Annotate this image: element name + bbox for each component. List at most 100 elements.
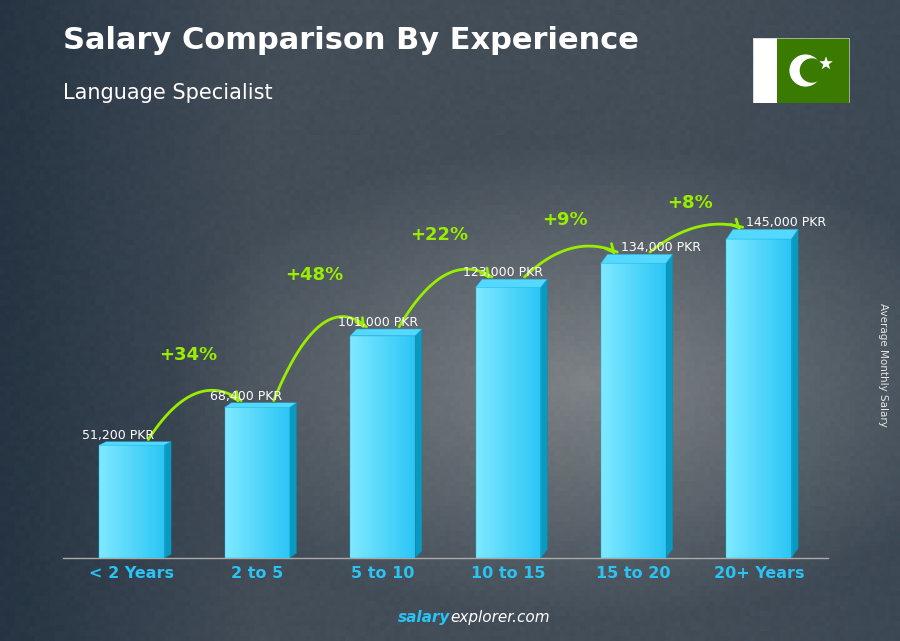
Bar [513, 287, 515, 558]
Bar [247, 407, 248, 558]
Bar [108, 445, 110, 558]
Bar [242, 407, 244, 558]
Bar [761, 239, 763, 558]
Bar [519, 287, 521, 558]
Bar [356, 336, 359, 558]
Bar [640, 263, 643, 558]
Bar [785, 239, 788, 558]
Text: Average Monthly Salary: Average Monthly Salary [878, 303, 887, 428]
Bar [387, 336, 390, 558]
Bar [625, 263, 627, 558]
Bar [777, 239, 778, 558]
Bar [392, 336, 393, 558]
Bar [489, 287, 491, 558]
Bar [638, 263, 640, 558]
Bar [285, 407, 288, 558]
Bar [282, 407, 284, 558]
Bar [102, 445, 104, 558]
Bar [123, 445, 125, 558]
Bar [601, 263, 666, 558]
Bar [407, 336, 409, 558]
Bar [737, 239, 740, 558]
Bar [106, 445, 108, 558]
Bar [538, 287, 541, 558]
Polygon shape [350, 329, 422, 336]
Bar [365, 336, 367, 558]
Text: Language Specialist: Language Specialist [63, 83, 273, 103]
Bar [350, 336, 416, 558]
Bar [257, 407, 259, 558]
Bar [270, 407, 273, 558]
Bar [772, 239, 774, 558]
Bar [726, 239, 792, 558]
Bar [251, 407, 253, 558]
Bar [536, 287, 538, 558]
Bar [498, 287, 500, 558]
Bar [156, 445, 158, 558]
Bar [132, 445, 134, 558]
Bar [355, 336, 356, 558]
Bar [629, 263, 632, 558]
Polygon shape [666, 254, 672, 558]
Bar [158, 445, 160, 558]
Bar [122, 445, 123, 558]
Bar [480, 287, 482, 558]
Bar [660, 263, 661, 558]
Polygon shape [601, 254, 672, 263]
Bar [524, 287, 526, 558]
Bar [763, 239, 766, 558]
Bar [500, 287, 501, 558]
Bar [134, 445, 136, 558]
Bar [743, 239, 746, 558]
Bar [104, 445, 106, 558]
Bar [112, 445, 114, 558]
Bar [374, 336, 376, 558]
Bar [733, 239, 735, 558]
Bar [149, 445, 151, 558]
Text: salary: salary [398, 610, 450, 625]
Bar [244, 407, 247, 558]
Bar [778, 239, 781, 558]
Text: +22%: +22% [410, 226, 468, 244]
Bar [484, 287, 487, 558]
Bar [606, 263, 608, 558]
Bar [777, 38, 849, 103]
Bar [647, 263, 649, 558]
Bar [248, 407, 251, 558]
Bar [635, 263, 638, 558]
Bar [655, 263, 658, 558]
Bar [521, 287, 524, 558]
Bar [532, 287, 535, 558]
Bar [390, 336, 392, 558]
Bar [644, 263, 647, 558]
Bar [653, 263, 655, 558]
Bar [145, 445, 148, 558]
Bar [487, 287, 489, 558]
Text: +9%: +9% [542, 211, 588, 229]
Bar [535, 287, 536, 558]
Bar [402, 336, 404, 558]
Bar [230, 407, 231, 558]
Bar [731, 239, 733, 558]
Bar [618, 263, 621, 558]
Bar [353, 336, 355, 558]
Bar [788, 239, 789, 558]
Bar [236, 407, 238, 558]
Bar [151, 445, 154, 558]
Circle shape [790, 55, 821, 86]
Bar [160, 445, 162, 558]
Bar [623, 263, 625, 558]
Bar [238, 407, 240, 558]
Bar [774, 239, 777, 558]
Bar [614, 263, 617, 558]
Bar [729, 239, 731, 558]
Bar [616, 263, 618, 558]
Bar [268, 407, 270, 558]
Polygon shape [225, 403, 296, 407]
Text: +8%: +8% [667, 194, 713, 212]
Bar [627, 263, 629, 558]
Bar [515, 287, 517, 558]
Bar [233, 407, 236, 558]
Bar [643, 263, 644, 558]
Bar [385, 336, 387, 558]
